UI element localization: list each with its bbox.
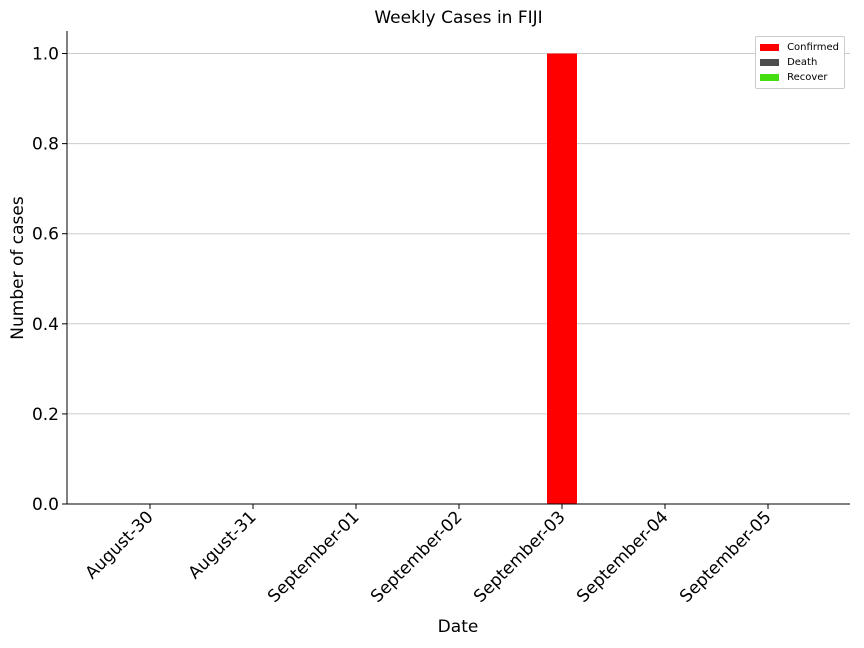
y-tick-label: 0.8	[32, 135, 59, 155]
legend-label-death: Death	[787, 57, 818, 68]
x-tick-label: September-02	[367, 507, 466, 606]
x-axis-label: Date	[437, 617, 479, 637]
x-tick-label: September-01	[264, 507, 363, 606]
bar-confirmed-september-03	[547, 53, 577, 505]
x-tick-label: September-04	[573, 507, 672, 606]
x-tick-label: September-03	[470, 507, 569, 606]
legend-item-confirmed: Confirmed	[760, 40, 839, 55]
legend-item-recover: Recover	[760, 70, 839, 85]
axes	[66, 31, 850, 505]
legend-item-death: Death	[760, 55, 839, 70]
y-tick-label: 0.0	[32, 495, 59, 515]
y-gridlines	[67, 53, 850, 415]
legend-swatch-recover	[760, 74, 780, 81]
y-tick-label: 1.0	[32, 45, 59, 65]
x-ticks: August-30 August-31 September-01 September-…	[82, 504, 776, 607]
chart-title: Weekly Cases in FIJI	[374, 8, 543, 28]
x-tick-label: August-30	[82, 507, 158, 583]
legend-label-recover: Recover	[787, 72, 828, 83]
legend: Confirmed Death Recover	[755, 36, 845, 89]
y-tick-label: 0.2	[32, 405, 59, 425]
legend-label-confirmed: Confirmed	[787, 42, 839, 53]
y-tick-label: 0.6	[32, 225, 59, 245]
y-tick-label: 0.4	[32, 315, 59, 335]
x-tick-label: September-05	[676, 507, 775, 606]
legend-swatch-confirmed	[760, 44, 780, 51]
bars	[547, 53, 577, 505]
y-axis-label: Number of cases	[8, 196, 28, 340]
legend-swatch-death	[760, 59, 780, 66]
x-tick-label: August-31	[185, 507, 261, 583]
y-ticks: 0.0 0.2 0.4 0.6 0.8 1.0	[32, 45, 67, 515]
